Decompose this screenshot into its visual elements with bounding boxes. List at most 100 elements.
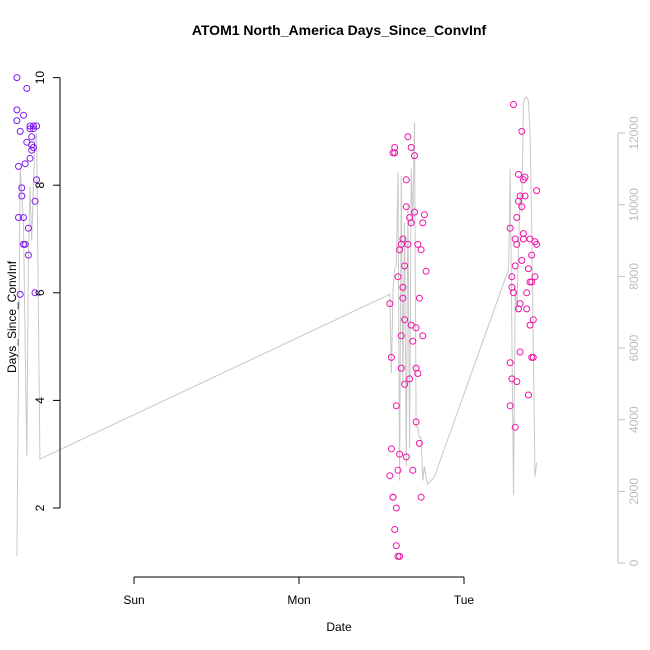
- data-point: [387, 353, 395, 361]
- data-point: [24, 251, 32, 259]
- data-point: [518, 127, 526, 135]
- y-tick-label: 4: [33, 397, 47, 404]
- data-point: [389, 493, 397, 501]
- y-tick-label: 6: [33, 289, 47, 296]
- y2-tick-label: 6000: [627, 334, 641, 361]
- data-point: [20, 214, 27, 221]
- data-point: [516, 192, 524, 200]
- data-point: [391, 144, 399, 151]
- data-point: [407, 144, 415, 151]
- data-point: [387, 445, 395, 453]
- data-point: [18, 184, 26, 192]
- data-point: [386, 472, 394, 480]
- points-layer: [13, 74, 541, 560]
- data-point: [419, 219, 427, 227]
- data-point: [420, 211, 428, 219]
- data-point: [415, 294, 423, 302]
- count-series-line: [16, 96, 538, 556]
- data-point: [417, 246, 425, 254]
- data-point: [397, 364, 405, 372]
- data-point: [409, 337, 417, 345]
- data-point: [506, 359, 514, 367]
- data-point: [20, 111, 27, 119]
- y2-tick-label: 8000: [627, 263, 641, 290]
- data-point: [518, 203, 526, 211]
- data-point: [411, 152, 418, 160]
- data-point: [31, 197, 39, 205]
- data-point: [386, 300, 394, 308]
- y-axis: 2 4 6 8 10: [33, 71, 61, 511]
- data-point: [397, 332, 405, 340]
- data-point: [528, 278, 536, 286]
- x-axis: Sun Mon Tue: [123, 576, 475, 607]
- x-axis-label: Date: [326, 620, 352, 634]
- data-point: [391, 526, 399, 533]
- data-point: [402, 203, 410, 211]
- y-tick-label: 2: [33, 504, 47, 511]
- data-point: [391, 149, 399, 157]
- data-point: [13, 74, 21, 82]
- data-point: [392, 402, 400, 410]
- data-point: [402, 453, 410, 461]
- data-point: [409, 466, 417, 474]
- x-tick-label: Sun: [123, 593, 144, 607]
- data-point: [519, 235, 527, 243]
- data-point: [521, 173, 529, 181]
- data-point: [415, 439, 423, 447]
- data-point: [411, 208, 418, 216]
- data-point: [523, 289, 531, 297]
- data-point: [412, 418, 420, 426]
- data-point: [16, 127, 24, 135]
- data-point: [524, 265, 532, 273]
- data-point: [16, 290, 24, 298]
- data-point: [529, 353, 537, 361]
- data-point: [510, 101, 517, 108]
- data-point: [506, 224, 514, 232]
- data-point: [508, 273, 516, 281]
- data-point: [399, 283, 407, 291]
- data-point: [513, 214, 521, 221]
- data-point: [24, 224, 32, 232]
- data-point: [414, 240, 422, 248]
- data-point: [402, 176, 410, 184]
- data-point: [524, 391, 532, 399]
- data-point: [523, 305, 531, 313]
- data-point: [533, 240, 541, 248]
- data-point: [31, 289, 39, 297]
- data-point: [515, 170, 522, 178]
- data-point: [399, 294, 407, 302]
- data-point: [13, 117, 21, 125]
- data-point: [529, 316, 537, 324]
- y2-tick-label: 2000: [627, 478, 641, 505]
- data-point: [419, 332, 427, 340]
- data-point: [394, 466, 402, 474]
- x-tick-label: Tue: [454, 593, 475, 607]
- y-tick-label: 8: [33, 182, 47, 189]
- data-point: [521, 192, 529, 200]
- data-point: [518, 257, 526, 264]
- data-point: [511, 423, 519, 431]
- data-point: [533, 187, 541, 195]
- data-point: [396, 552, 404, 560]
- data-point: [15, 214, 22, 221]
- y2-axis: 0 2000 4000 6000 8000 10000 12000: [617, 116, 641, 566]
- data-point: [21, 240, 29, 248]
- data-point: [33, 176, 41, 184]
- y2-tick-label: 10000: [627, 188, 641, 222]
- data-point: [399, 235, 407, 243]
- data-point: [513, 378, 521, 386]
- data-point: [506, 402, 514, 410]
- data-point: [15, 162, 22, 170]
- chart-title: ATOM1 North_America Days_Since_ConvInf: [192, 22, 487, 38]
- data-point: [396, 450, 404, 458]
- data-point: [526, 321, 534, 329]
- y-tick-label: 10: [33, 71, 47, 85]
- data-point: [394, 273, 402, 281]
- data-point: [513, 240, 521, 248]
- data-point: [511, 262, 519, 270]
- data-point: [21, 160, 29, 168]
- data-point: [528, 251, 536, 259]
- y2-tick-label: 4000: [627, 406, 641, 433]
